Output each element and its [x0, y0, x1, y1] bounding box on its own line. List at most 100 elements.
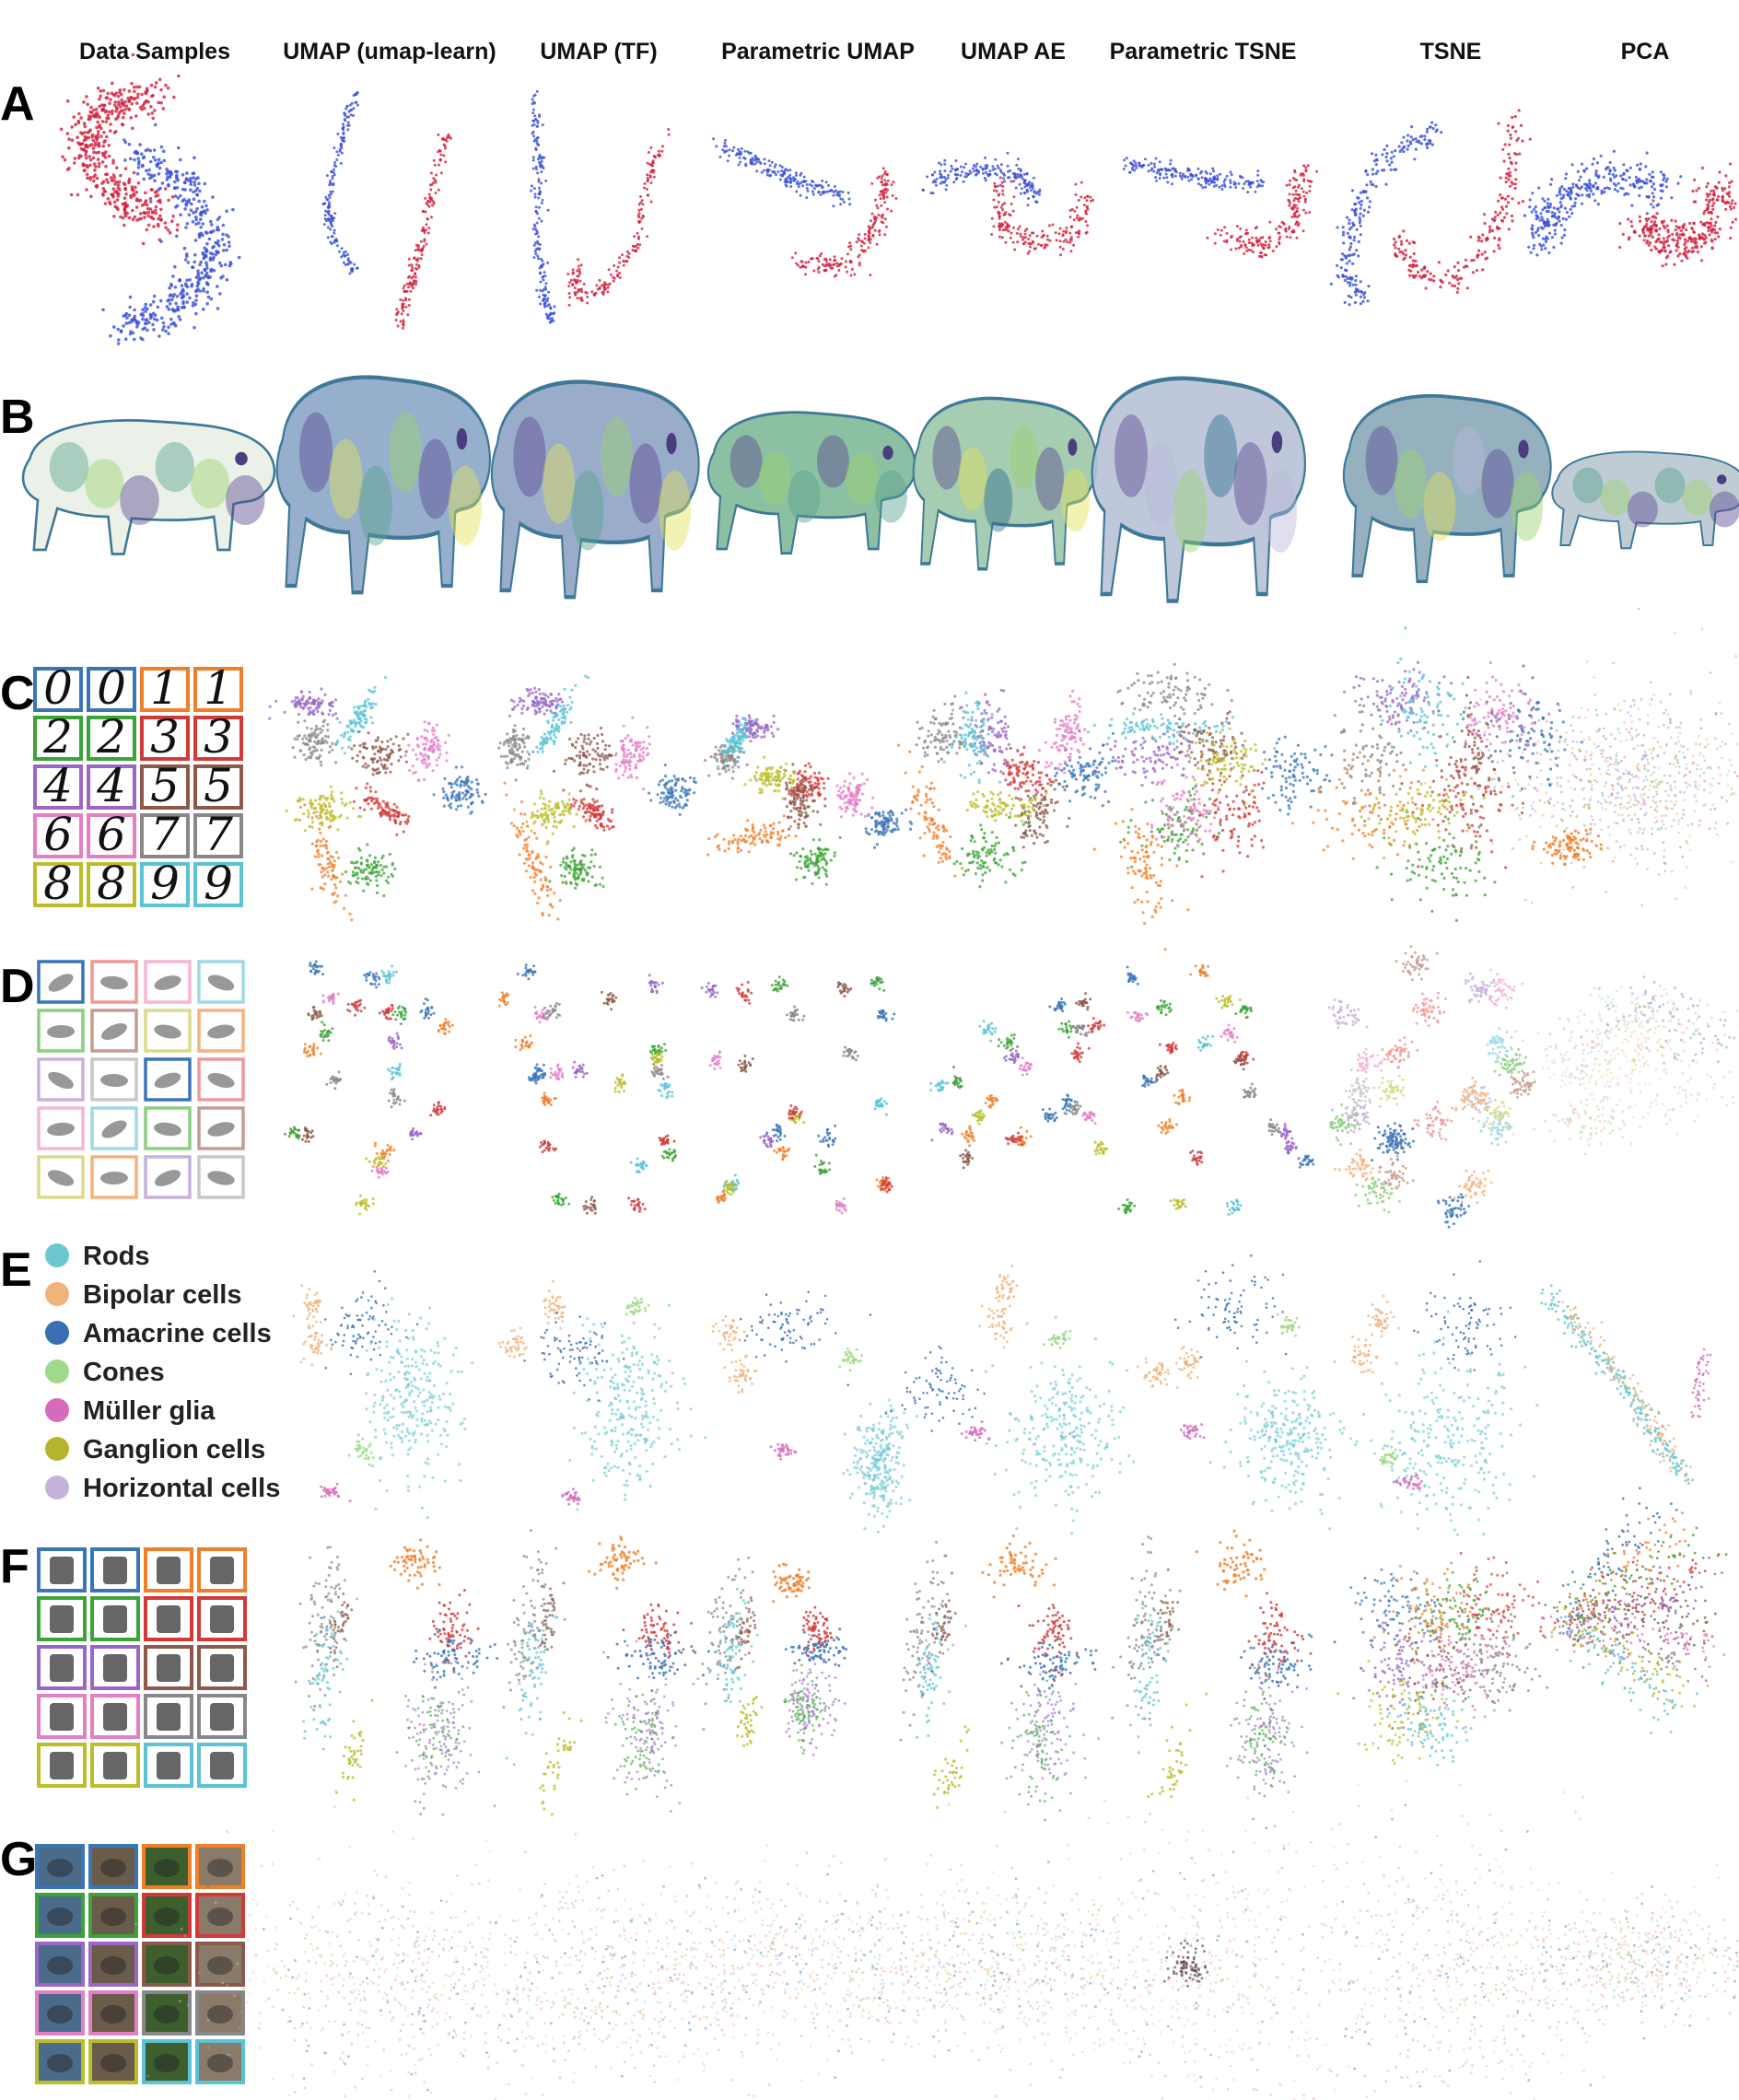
point — [1560, 242, 1563, 245]
point — [1375, 185, 1378, 188]
point — [466, 789, 469, 792]
point — [368, 731, 370, 734]
point — [788, 169, 791, 171]
point — [408, 264, 411, 267]
point — [1048, 224, 1051, 227]
point — [1169, 169, 1172, 172]
point — [102, 131, 106, 134]
point — [1730, 202, 1733, 204]
point — [536, 232, 539, 235]
point — [1701, 167, 1704, 169]
point — [429, 189, 432, 192]
point — [316, 707, 319, 710]
point — [549, 321, 552, 324]
col-header-parametric-tsne: Parametric TSNE — [1110, 39, 1297, 64]
point — [1224, 178, 1227, 181]
point — [1251, 244, 1254, 247]
point — [529, 876, 531, 879]
point — [1717, 235, 1720, 238]
point — [174, 205, 178, 209]
point — [325, 867, 328, 869]
point — [1597, 176, 1600, 179]
point — [742, 157, 745, 159]
point — [1361, 300, 1364, 303]
point — [727, 159, 729, 162]
point — [608, 827, 611, 830]
point — [724, 150, 727, 153]
point — [1305, 192, 1308, 194]
row-letter-d: D — [0, 960, 35, 1013]
point — [1187, 168, 1190, 170]
point — [540, 879, 543, 881]
point — [136, 96, 140, 99]
point — [216, 218, 220, 222]
point — [189, 183, 193, 187]
point — [298, 713, 300, 716]
point — [1503, 216, 1506, 219]
point — [470, 788, 473, 790]
point — [1190, 178, 1193, 181]
point — [183, 207, 187, 211]
point — [85, 150, 88, 154]
point — [1473, 259, 1476, 262]
point — [828, 264, 831, 267]
point — [577, 258, 579, 261]
point — [347, 725, 350, 728]
point — [362, 756, 365, 759]
point — [1289, 180, 1291, 182]
point — [834, 259, 836, 262]
point — [385, 865, 388, 868]
point — [1655, 225, 1658, 228]
point — [666, 788, 669, 791]
point — [1042, 235, 1045, 238]
point — [476, 783, 479, 786]
point — [335, 150, 338, 153]
point — [1150, 169, 1153, 171]
point — [1637, 179, 1640, 181]
point — [541, 823, 543, 826]
point — [193, 181, 196, 184]
point — [1220, 188, 1223, 191]
point — [308, 748, 310, 751]
point — [1085, 220, 1088, 223]
point — [1212, 169, 1215, 172]
point — [459, 776, 461, 778]
mnist-sample-tile: 5 — [142, 759, 188, 812]
point — [575, 282, 578, 285]
point — [108, 155, 111, 158]
point — [538, 115, 541, 118]
point — [457, 805, 460, 808]
point — [573, 847, 576, 850]
point — [1453, 285, 1456, 287]
point — [156, 163, 159, 167]
point — [766, 174, 769, 177]
point — [84, 125, 88, 129]
point — [1336, 274, 1339, 277]
point — [674, 806, 677, 809]
point — [1354, 279, 1357, 282]
point — [1662, 179, 1664, 181]
point — [1157, 169, 1160, 172]
point — [1646, 212, 1649, 215]
point — [1425, 286, 1428, 289]
point — [1439, 286, 1441, 288]
point — [1007, 165, 1010, 168]
point — [864, 238, 867, 240]
point — [437, 740, 439, 742]
point — [167, 325, 170, 329]
point — [847, 192, 850, 194]
point — [1651, 236, 1654, 239]
point — [1344, 279, 1347, 282]
point — [123, 188, 127, 192]
point — [1355, 284, 1358, 286]
point — [1012, 241, 1015, 244]
point — [739, 157, 741, 159]
point — [150, 84, 154, 88]
point — [373, 757, 376, 760]
point — [138, 86, 142, 89]
point — [327, 236, 330, 239]
point — [403, 303, 405, 306]
point — [107, 181, 111, 184]
point — [435, 759, 438, 762]
point — [1497, 122, 1500, 125]
